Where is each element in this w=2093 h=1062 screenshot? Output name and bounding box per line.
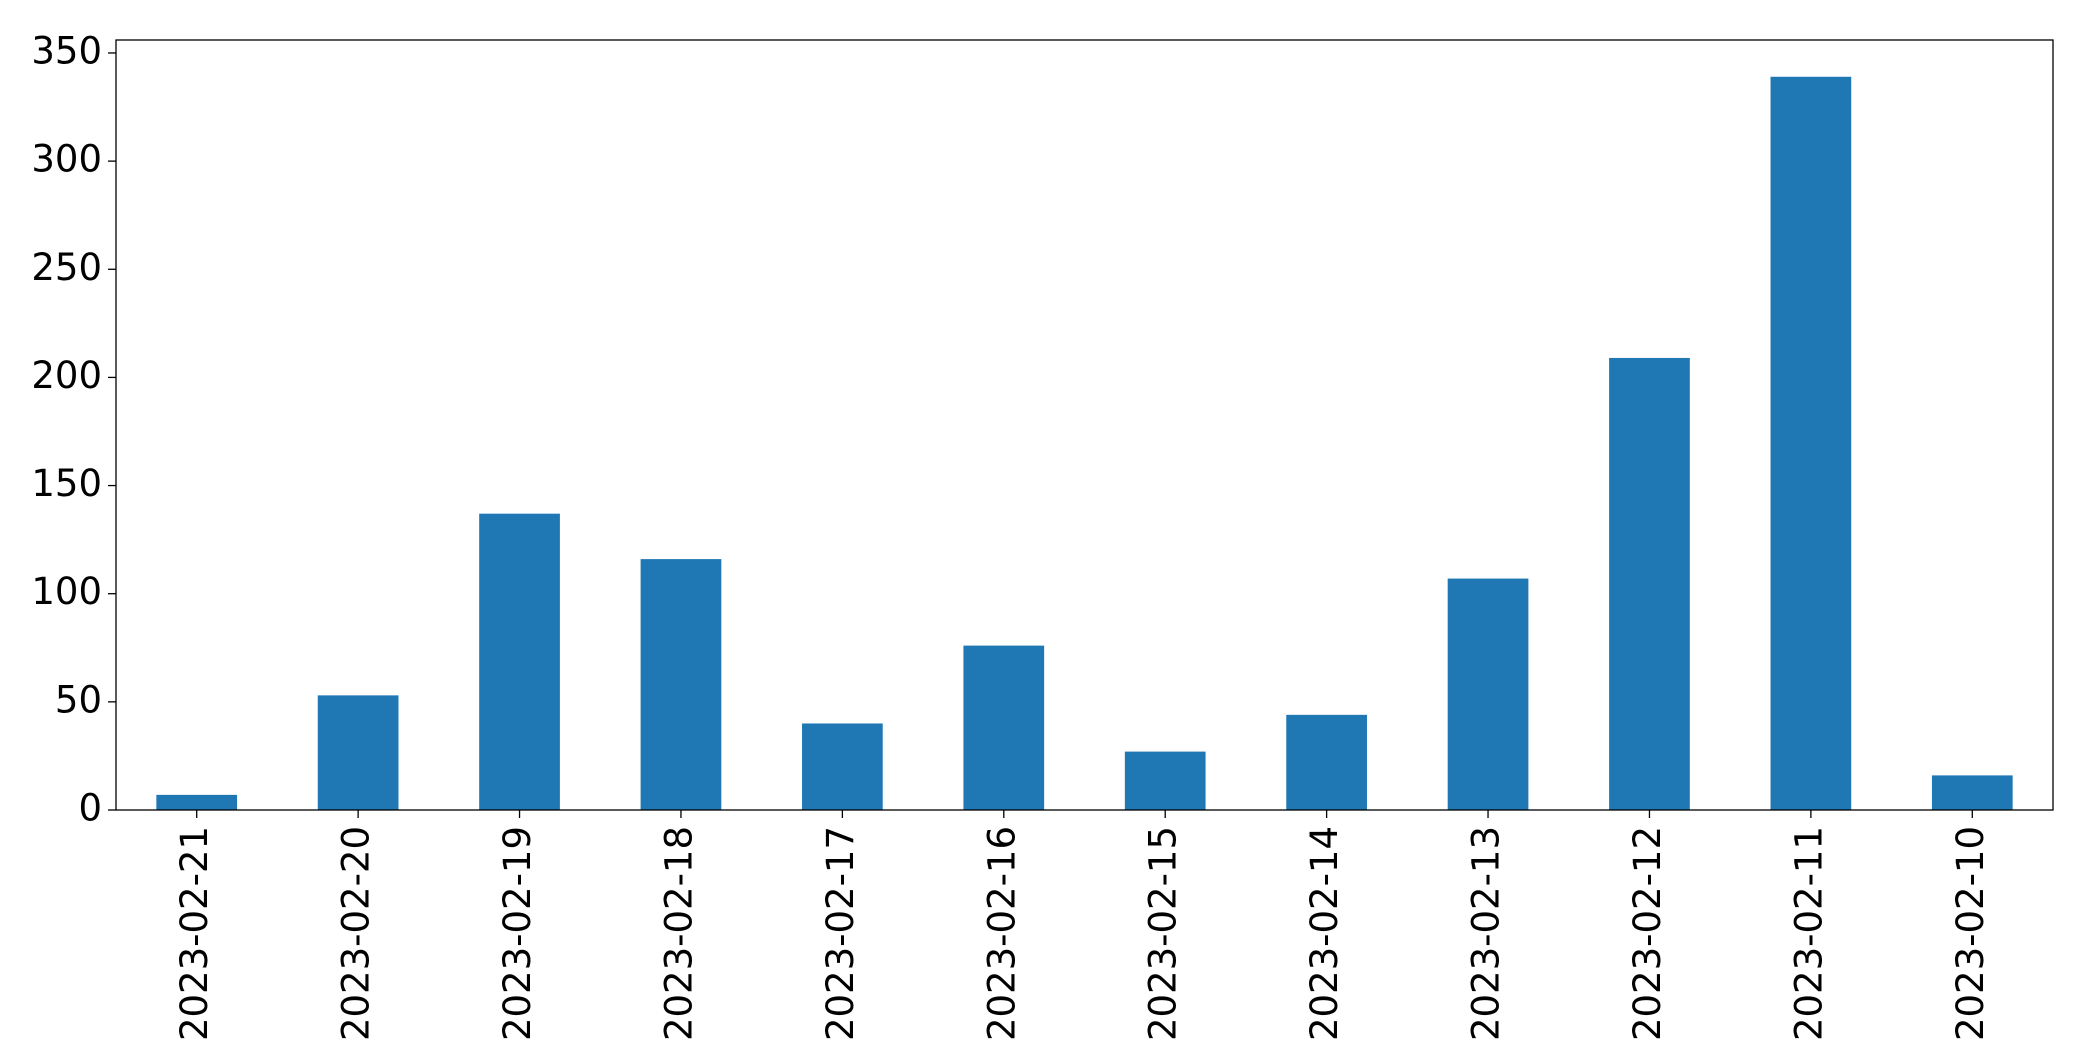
y-tick-label: 100 <box>31 570 102 613</box>
y-tick-label: 150 <box>31 462 102 505</box>
x-tick-label: 2023-02-18 <box>657 826 700 1041</box>
x-tick-label: 2023-02-16 <box>980 826 1023 1041</box>
y-tick-label: 250 <box>31 246 102 289</box>
x-tick-label: 2023-02-19 <box>496 826 539 1041</box>
x-tick-label: 2023-02-17 <box>819 826 862 1041</box>
x-tick-label: 2023-02-15 <box>1142 826 1185 1041</box>
bar <box>156 794 238 810</box>
bar <box>479 513 560 810</box>
y-tick-label: 300 <box>31 138 102 181</box>
x-tick-label: 2023-02-10 <box>1949 826 1992 1041</box>
y-tick-label: 0 <box>78 787 102 830</box>
x-tick-label: 2023-02-12 <box>1626 826 1669 1041</box>
bar <box>1447 578 1529 810</box>
bar <box>1609 357 1690 810</box>
plot-frame <box>115 39 2054 811</box>
x-tick-label: 2023-02-20 <box>335 826 378 1041</box>
bar <box>1931 775 2013 810</box>
bar <box>963 645 1045 810</box>
x-tick-label: 2023-02-13 <box>1465 826 1508 1041</box>
y-tick-label: 200 <box>31 354 102 397</box>
bar <box>1770 76 1852 811</box>
bar <box>802 723 883 810</box>
x-tick-label: 2023-02-11 <box>1787 826 1830 1041</box>
bar <box>1286 714 1367 810</box>
bar <box>1124 751 1206 810</box>
x-tick-label: 2023-02-14 <box>1303 826 1346 1041</box>
bar <box>640 559 722 810</box>
y-tick-label: 350 <box>31 29 102 72</box>
y-tick-label: 50 <box>55 678 102 721</box>
x-tick-label: 2023-02-21 <box>173 826 216 1041</box>
bar <box>317 695 399 810</box>
